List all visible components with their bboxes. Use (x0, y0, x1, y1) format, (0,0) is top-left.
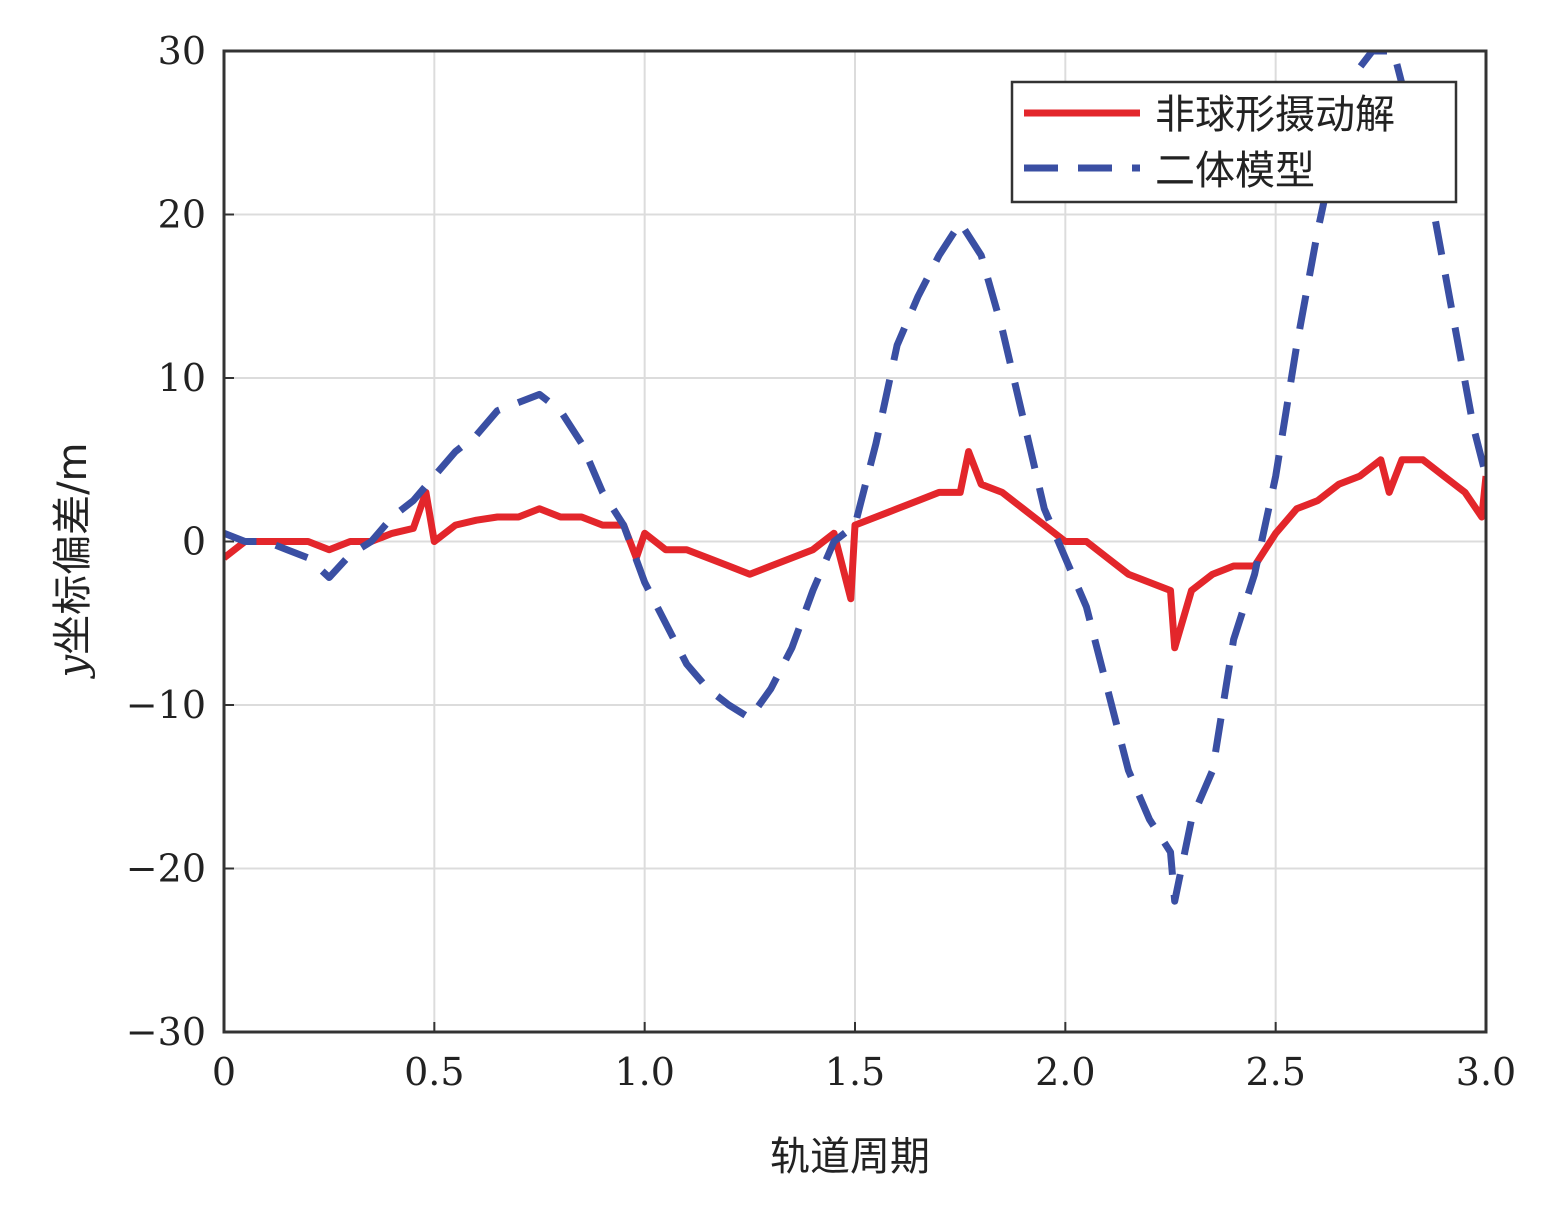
plot-lines (224, 51, 1486, 905)
legend-box (1010, 80, 1458, 204)
x-tick-label: 0 (212, 1050, 236, 1094)
y-tick-label: −30 (126, 1010, 206, 1054)
y-tick-label: 20 (158, 193, 206, 237)
y-tick-label: −20 (126, 847, 206, 891)
plot-frame (222, 49, 1488, 1034)
legend: 非球形摄动解 二体模型 (1010, 80, 1458, 204)
series-line-perturbation (224, 448, 1486, 652)
y-tick-label: −10 (126, 683, 206, 727)
x-tick-label: 1.5 (825, 1050, 885, 1094)
x-tick-label: 1.0 (614, 1050, 674, 1094)
y-tick-label: 0 (182, 520, 206, 564)
x-tick-label: 2.0 (1035, 1050, 1095, 1094)
legend-label-perturbation: 非球形摄动解 (1155, 92, 1395, 138)
x-tick-label: 3.0 (1456, 1050, 1516, 1094)
y-tick-label: 10 (158, 356, 206, 400)
series-line-two-body (224, 51, 1486, 905)
tick-labels: 0 0.5 1.0 1.5 2.0 2.5 3.0 −30 −20 −10 0 10 20 30 (126, 29, 1516, 1094)
y-axis-label-var: y (50, 654, 96, 680)
x-tick-label: 2.5 (1245, 1050, 1305, 1094)
y-tick-label: 30 (158, 29, 206, 73)
y-axis-label-text: 坐标偏差/m (50, 442, 96, 654)
x-tick-label: 0.5 (404, 1050, 464, 1094)
x-axis-label: 轨道周期 (770, 1134, 930, 1180)
y-axis-label: y坐标偏差/m (50, 442, 96, 679)
legend-label-two-body: 二体模型 (1155, 148, 1315, 194)
